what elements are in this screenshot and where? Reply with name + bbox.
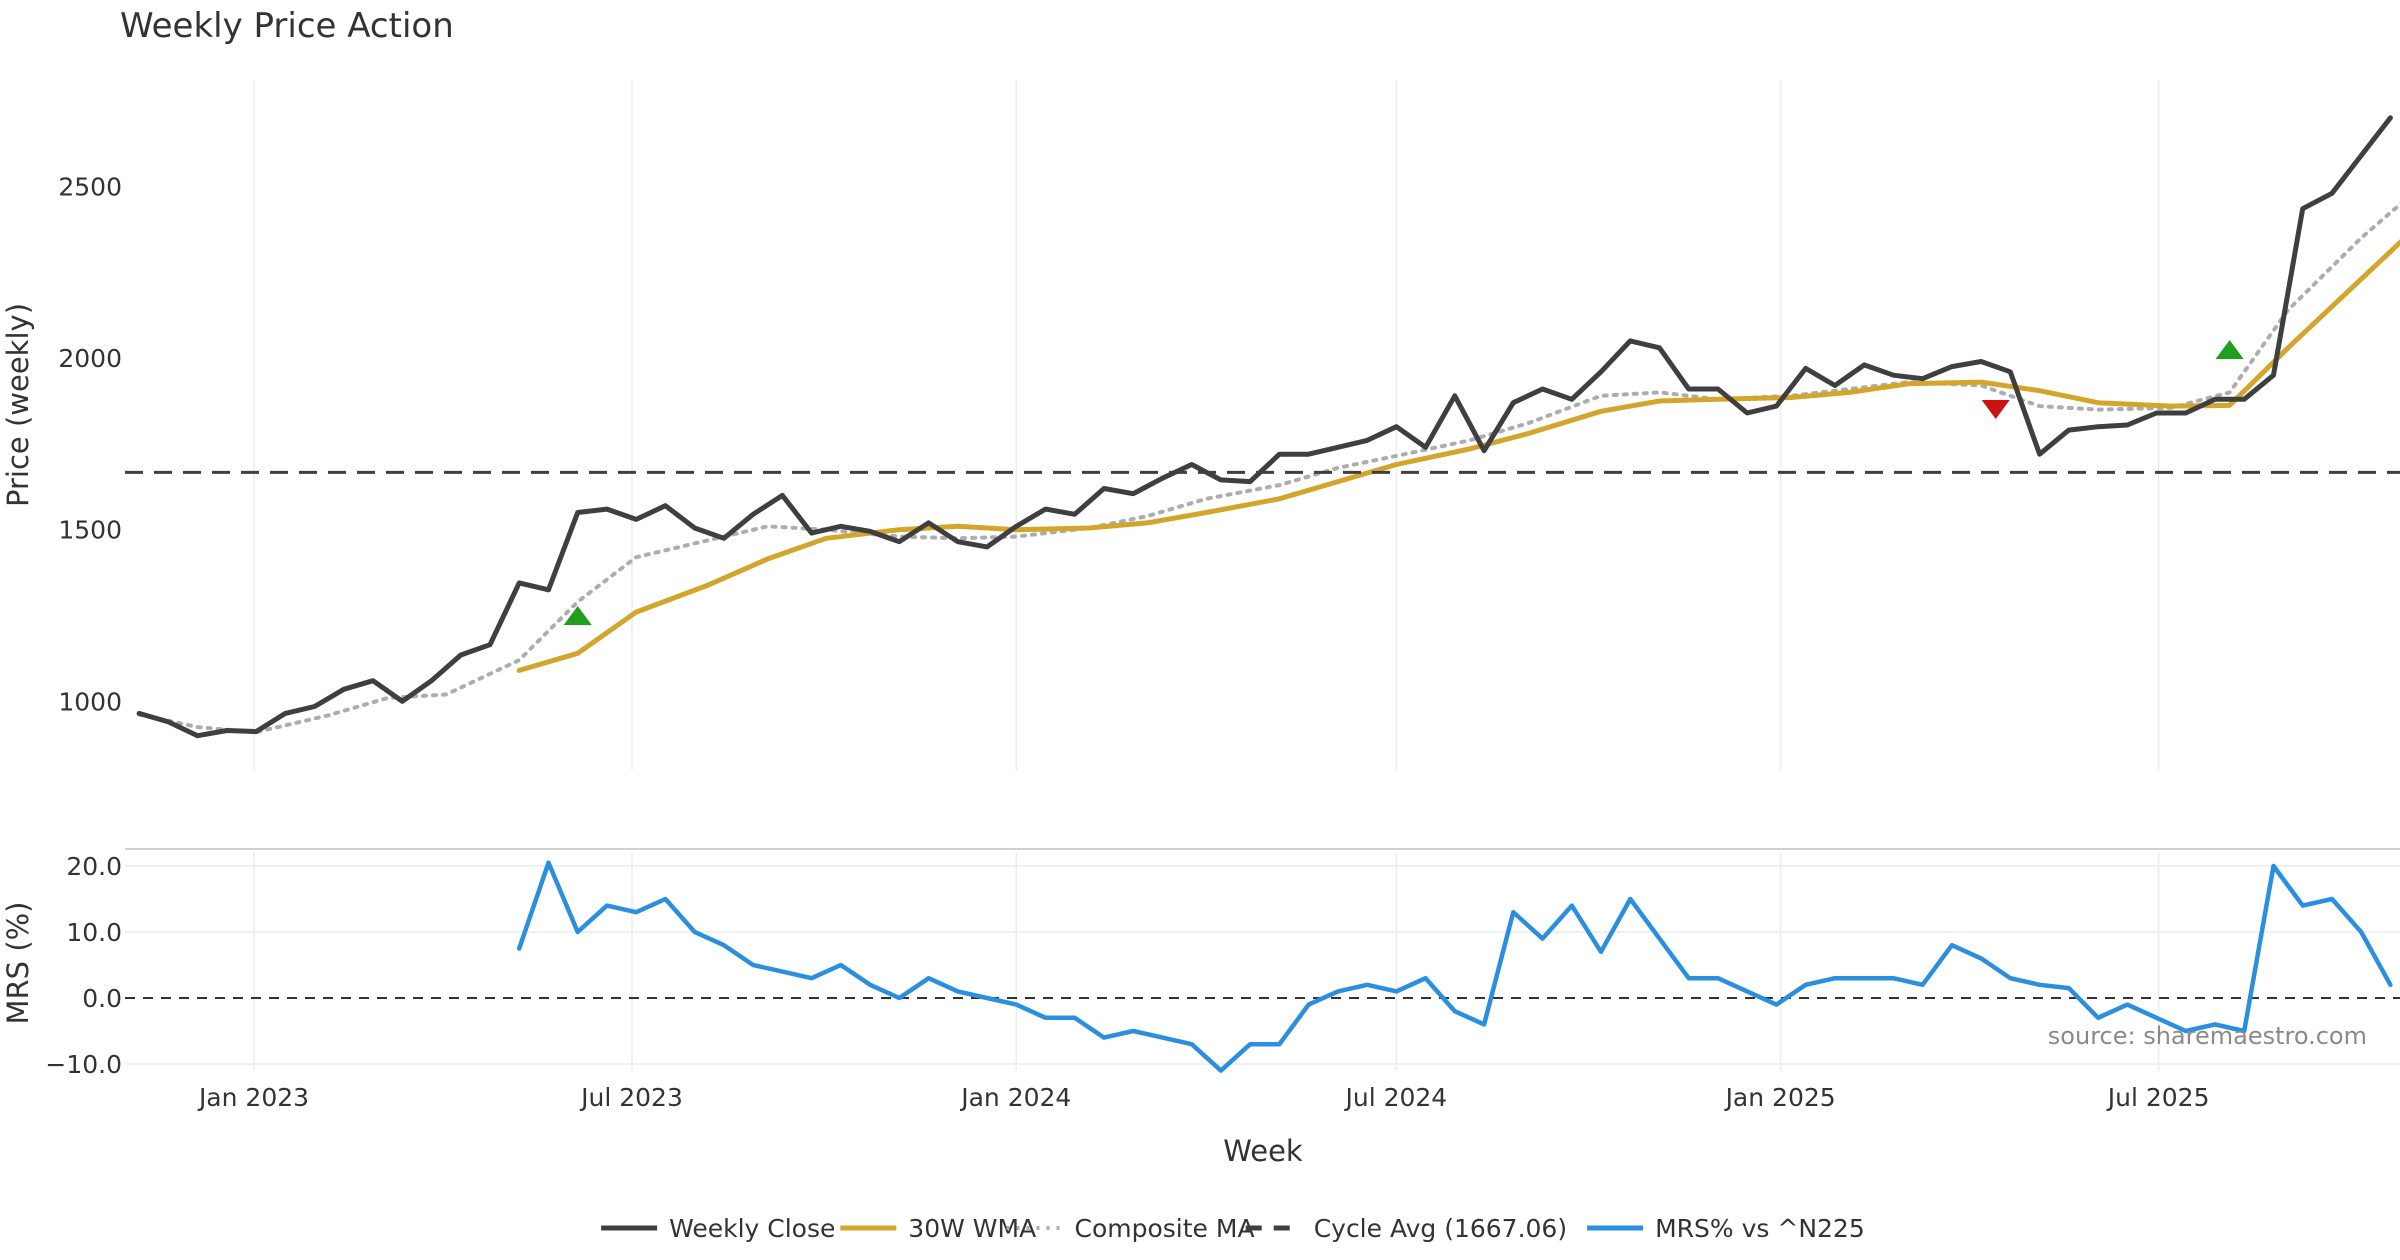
x-tick-label: Jan 2025	[1724, 1083, 1836, 1112]
chart-title: Weekly Price Action	[120, 6, 454, 46]
mrs-series	[516, 860, 2393, 1073]
sell-signal-marker	[1981, 400, 2010, 420]
mrs-y-tick-label: 0.0	[82, 984, 122, 1013]
mrs-y-tick-label: 10.0	[66, 918, 122, 947]
series-line-30w-wma	[516, 239, 2400, 673]
price-y-axis-label: Price (weekly)	[1, 303, 35, 507]
price-y-ticks: 1000 1500 2000 2500	[58, 172, 122, 716]
x-ticks: Jan 2023 Jul 2023 Jan 2024 Jul 2024 Jan 2025…	[197, 1083, 2210, 1112]
source-note: source: sharemaestro.com	[2048, 1022, 2367, 1050]
legend-item: Cycle Avg (1667.06)	[1245, 1214, 1567, 1243]
series-line-weekly-close	[136, 115, 2393, 739]
legend: Weekly Close 30W WMA Composite MA Cycle Avg…	[601, 1214, 1865, 1243]
legend-label: 30W WMA	[908, 1214, 1036, 1243]
x-tick-label: Jul 2023	[579, 1083, 683, 1112]
signal-markers	[563, 339, 2244, 626]
legend-item: Composite MA	[1006, 1214, 1255, 1243]
price-y-tick-label: 2500	[58, 172, 122, 201]
series-line-mrs	[516, 860, 2393, 1073]
mrs-y-axis-label: MRS (%)	[1, 902, 35, 1025]
x-tick-label: Jul 2024	[1343, 1083, 1447, 1112]
x-tick-label: Jan 2024	[959, 1083, 1071, 1112]
legend-item: Weekly Close	[601, 1214, 835, 1243]
legend-label: Composite MA	[1075, 1214, 1255, 1243]
legend-label: Weekly Close	[669, 1214, 835, 1243]
legend-item: MRS% vs ^N225	[1587, 1214, 1865, 1243]
buy-signal-marker	[2215, 339, 2244, 359]
price-y-tick-label: 1500	[58, 516, 122, 545]
price-y-tick-label: 1000	[58, 687, 122, 716]
legend-label: MRS% vs ^N225	[1655, 1214, 1865, 1243]
x-tick-label: Jan 2023	[197, 1083, 309, 1112]
price-series	[125, 115, 2400, 739]
mrs-y-ticks: −10.0 0.0 10.0 20.0	[45, 852, 122, 1079]
price-grid	[253, 80, 2160, 770]
x-axis-label: Week	[1223, 1134, 1303, 1168]
mrs-grid	[125, 852, 2400, 1070]
mrs-y-tick-label: −10.0	[45, 1050, 122, 1079]
legend-label: Cycle Avg (1667.06)	[1314, 1214, 1567, 1243]
x-tick-label: Jul 2025	[2106, 1083, 2210, 1112]
legend-item: 30W WMA	[840, 1214, 1036, 1243]
buy-signal-marker	[563, 606, 592, 626]
series-line-composite-ma	[137, 201, 2400, 735]
price-y-tick-label: 2000	[58, 344, 122, 373]
mrs-y-tick-label: 20.0	[66, 852, 122, 881]
